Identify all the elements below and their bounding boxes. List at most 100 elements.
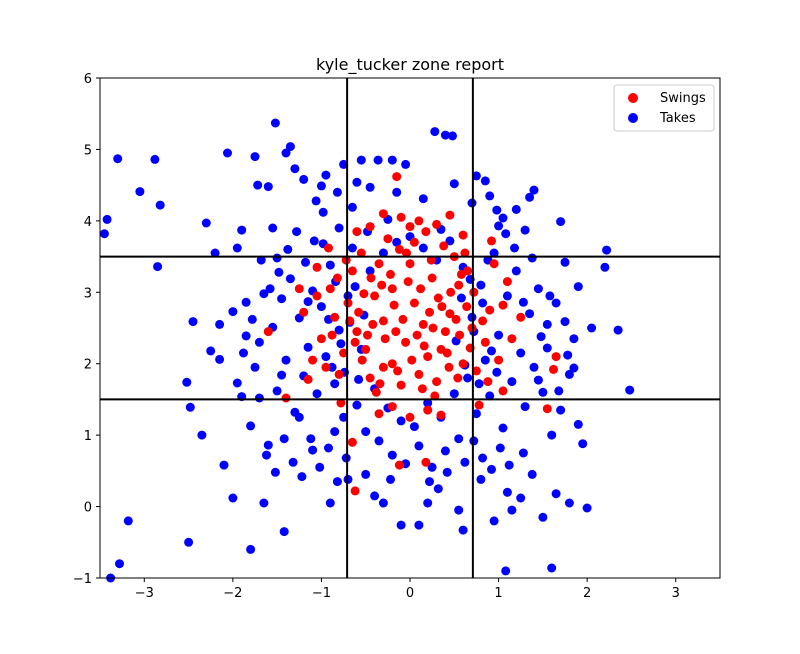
point-swings: [312, 262, 322, 272]
y-tick-label: 1: [84, 429, 92, 444]
point-takes: [327, 362, 337, 372]
point-takes: [485, 191, 495, 201]
point-takes: [423, 398, 433, 408]
point-takes: [602, 245, 612, 255]
point-swings: [281, 393, 291, 403]
point-takes: [564, 369, 574, 379]
point-swings: [416, 284, 426, 294]
point-takes: [254, 393, 264, 403]
point-swings: [456, 269, 466, 279]
point-takes: [463, 373, 473, 383]
point-takes: [265, 284, 275, 294]
point-takes: [625, 385, 635, 395]
point-swings: [432, 377, 442, 387]
point-swings: [423, 352, 433, 362]
point-takes: [279, 434, 289, 444]
point-takes: [425, 477, 434, 487]
point-takes: [501, 566, 511, 576]
point-takes: [564, 498, 574, 508]
point-takes: [504, 460, 514, 470]
point-swings: [378, 316, 388, 326]
point-swings: [356, 248, 366, 258]
x-tick-label: 1: [494, 586, 502, 601]
legend: Swings Takes: [613, 84, 715, 132]
legend-label-takes: Takes: [659, 111, 696, 126]
point-swings: [394, 244, 404, 254]
point-swings: [444, 362, 454, 372]
point-takes: [600, 262, 610, 272]
point-takes: [487, 346, 496, 356]
point-swings: [327, 330, 337, 340]
point-swings: [316, 334, 326, 344]
point-swings: [361, 344, 371, 354]
point-swings: [421, 457, 431, 467]
point-swings: [378, 362, 388, 372]
point-takes: [433, 484, 443, 494]
point-takes: [396, 520, 406, 530]
point-takes: [520, 225, 530, 235]
point-takes: [525, 309, 535, 319]
point-swings: [430, 391, 440, 401]
point-swings: [474, 400, 484, 410]
point-takes: [247, 314, 257, 324]
point-swings: [453, 373, 463, 383]
point-takes: [392, 237, 402, 247]
point-swings: [471, 366, 481, 376]
point-takes: [336, 339, 346, 349]
point-takes: [303, 342, 313, 352]
point-takes: [587, 323, 597, 333]
point-swings: [347, 266, 357, 276]
point-takes: [334, 325, 344, 335]
point-swings: [480, 337, 490, 347]
point-swings: [368, 319, 378, 329]
point-takes: [471, 171, 481, 181]
point-takes: [332, 187, 342, 197]
point-swings: [374, 409, 384, 419]
point-swings: [428, 323, 438, 333]
x-tick-label: −2: [223, 586, 242, 601]
point-takes: [538, 387, 548, 397]
point-swings: [516, 312, 526, 322]
point-takes: [347, 243, 357, 253]
point-takes: [274, 267, 284, 277]
point-takes: [489, 248, 499, 258]
point-takes: [507, 377, 517, 387]
y-tick-label: 0: [84, 501, 92, 516]
point-takes: [498, 423, 508, 433]
point-takes: [478, 298, 488, 308]
point-takes: [554, 386, 564, 396]
point-takes: [527, 253, 537, 263]
point-takes: [201, 218, 211, 228]
point-takes: [332, 477, 342, 487]
point-takes: [262, 450, 271, 460]
point-swings: [483, 377, 493, 387]
point-takes: [228, 493, 238, 503]
point-takes: [115, 559, 124, 569]
point-takes: [578, 439, 588, 449]
point-swings: [294, 284, 304, 294]
point-takes: [533, 375, 543, 385]
x-tick-label: 3: [672, 586, 680, 601]
point-swings: [303, 374, 313, 384]
y-tick-label: 6: [84, 72, 92, 87]
point-takes: [542, 343, 552, 353]
point-takes: [378, 498, 388, 508]
point-takes: [241, 297, 251, 307]
point-takes: [569, 363, 579, 373]
point-takes: [330, 427, 340, 437]
point-takes: [525, 192, 535, 202]
point-swings: [409, 237, 419, 247]
point-takes: [215, 354, 225, 364]
point-takes: [551, 489, 561, 499]
point-takes: [334, 223, 344, 233]
point-takes: [511, 266, 521, 276]
point-swings: [324, 243, 333, 253]
point-takes: [396, 416, 406, 426]
point-takes: [529, 362, 539, 372]
point-takes: [263, 440, 273, 450]
point-swings: [432, 219, 442, 229]
point-takes: [487, 464, 496, 474]
point-takes: [263, 182, 273, 192]
point-takes: [527, 469, 537, 479]
